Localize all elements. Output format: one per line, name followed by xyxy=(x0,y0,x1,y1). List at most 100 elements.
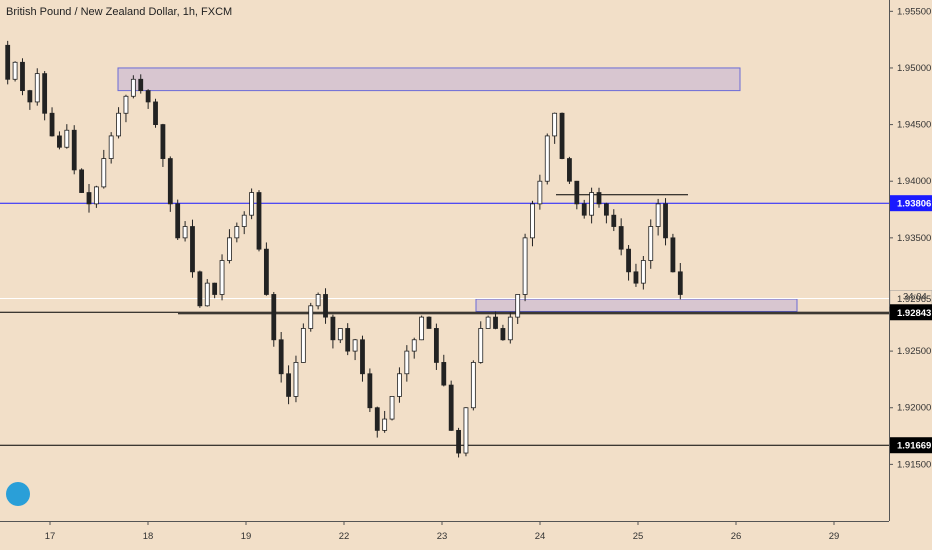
y-tick-label: 1.94000 xyxy=(897,176,931,187)
candle-body xyxy=(308,305,314,329)
y-tick-label: 1.95500 xyxy=(897,6,931,17)
candle-body xyxy=(116,112,121,137)
candle-body xyxy=(611,214,617,227)
candle-body xyxy=(123,95,129,114)
candle-body xyxy=(478,328,484,363)
candle-body xyxy=(567,158,572,182)
candle-body xyxy=(433,328,439,363)
candle-body xyxy=(663,203,668,239)
candle-body xyxy=(330,316,336,341)
candle-body xyxy=(456,429,461,454)
candle-body xyxy=(160,124,166,159)
candle-body xyxy=(500,328,506,341)
candle-body xyxy=(603,203,609,216)
y-tick-label: 1.93500 xyxy=(897,233,931,244)
candle-body xyxy=(426,316,432,329)
candle-body xyxy=(175,203,181,239)
y-tick-label: 1.91500 xyxy=(897,459,931,470)
y-tick-label: 1.94500 xyxy=(897,120,931,131)
candle-body xyxy=(589,192,595,216)
candle-body xyxy=(633,271,639,284)
candle-body xyxy=(648,226,654,261)
candle-body xyxy=(278,339,284,375)
price-badge-text: 1.91669 xyxy=(897,441,931,452)
candle-body xyxy=(544,135,550,182)
candle-body xyxy=(34,73,40,103)
candle-body xyxy=(537,180,543,205)
candle-body xyxy=(441,362,447,386)
candle-body xyxy=(20,61,25,92)
candle-body xyxy=(367,373,373,409)
candle-body xyxy=(42,73,48,114)
price-badge-text: 1.92965 xyxy=(897,294,931,305)
candle-body xyxy=(374,407,380,431)
candle-body xyxy=(626,248,631,273)
candle-body xyxy=(470,362,476,409)
candle-body xyxy=(360,339,365,375)
candle-body xyxy=(677,271,683,295)
candle-body xyxy=(212,282,218,295)
x-tick-label: 19 xyxy=(241,531,252,542)
price-badge xyxy=(890,195,932,212)
x-tick-label: 25 xyxy=(633,531,644,542)
candle-body xyxy=(57,135,62,148)
y-tick-label: 1.92000 xyxy=(897,403,931,414)
tradingview-logo-icon[interactable] xyxy=(6,482,30,506)
countdown-label: 34:04 xyxy=(903,291,927,302)
candle-body xyxy=(463,407,469,454)
x-tick-label: 22 xyxy=(339,531,350,542)
candle-body xyxy=(286,373,291,397)
candle-body xyxy=(640,260,646,284)
zones xyxy=(117,67,798,312)
price-badge xyxy=(890,437,932,454)
candle-body xyxy=(5,44,11,80)
candle-body xyxy=(581,203,587,216)
candle-body xyxy=(241,214,247,227)
candle-body xyxy=(493,316,498,329)
price-badge xyxy=(890,304,932,321)
candle-body xyxy=(153,101,158,125)
candles xyxy=(5,40,683,458)
candle-body xyxy=(71,129,77,171)
candle-body xyxy=(249,192,255,216)
candle-body xyxy=(485,316,491,329)
x-tick-label: 23 xyxy=(437,531,448,542)
candle-body xyxy=(522,237,528,295)
candle-body xyxy=(86,192,92,205)
price-labels: 1.93806 1.92965 1.92843 1.91669 34:04 xyxy=(889,195,932,454)
candle-body xyxy=(219,260,225,295)
chart-title: British Pound / New Zealand Dollar, 1h, … xyxy=(6,6,233,18)
candle-body xyxy=(12,61,18,80)
candle-body xyxy=(182,226,188,239)
candle-body xyxy=(145,90,151,103)
candle-body xyxy=(559,112,565,159)
candle-body xyxy=(300,328,306,363)
candle-body xyxy=(515,294,521,318)
candle-body xyxy=(404,350,410,375)
candle-body xyxy=(256,192,262,250)
candle-body xyxy=(670,237,676,273)
candle-body xyxy=(138,78,144,92)
price-badge-text: 1.92843 xyxy=(897,308,931,319)
candle-body xyxy=(323,294,328,318)
candle-body xyxy=(130,78,136,97)
y-tick-label: 1.92500 xyxy=(897,346,931,357)
x-tick-label: 17 xyxy=(45,531,56,542)
candle-body xyxy=(263,248,269,295)
candle-body xyxy=(167,158,173,205)
candle-body xyxy=(337,328,343,341)
x-tick-label: 18 xyxy=(143,531,154,542)
candle-body xyxy=(271,294,277,341)
candle-body xyxy=(93,186,99,205)
candle-body xyxy=(574,180,580,205)
candle-body xyxy=(293,362,299,397)
price-axis-bg xyxy=(889,0,932,550)
candle-body xyxy=(618,226,624,250)
candle-body xyxy=(49,112,55,137)
candle-body xyxy=(411,339,417,352)
candle-body xyxy=(448,384,454,431)
candle-body xyxy=(382,418,388,431)
